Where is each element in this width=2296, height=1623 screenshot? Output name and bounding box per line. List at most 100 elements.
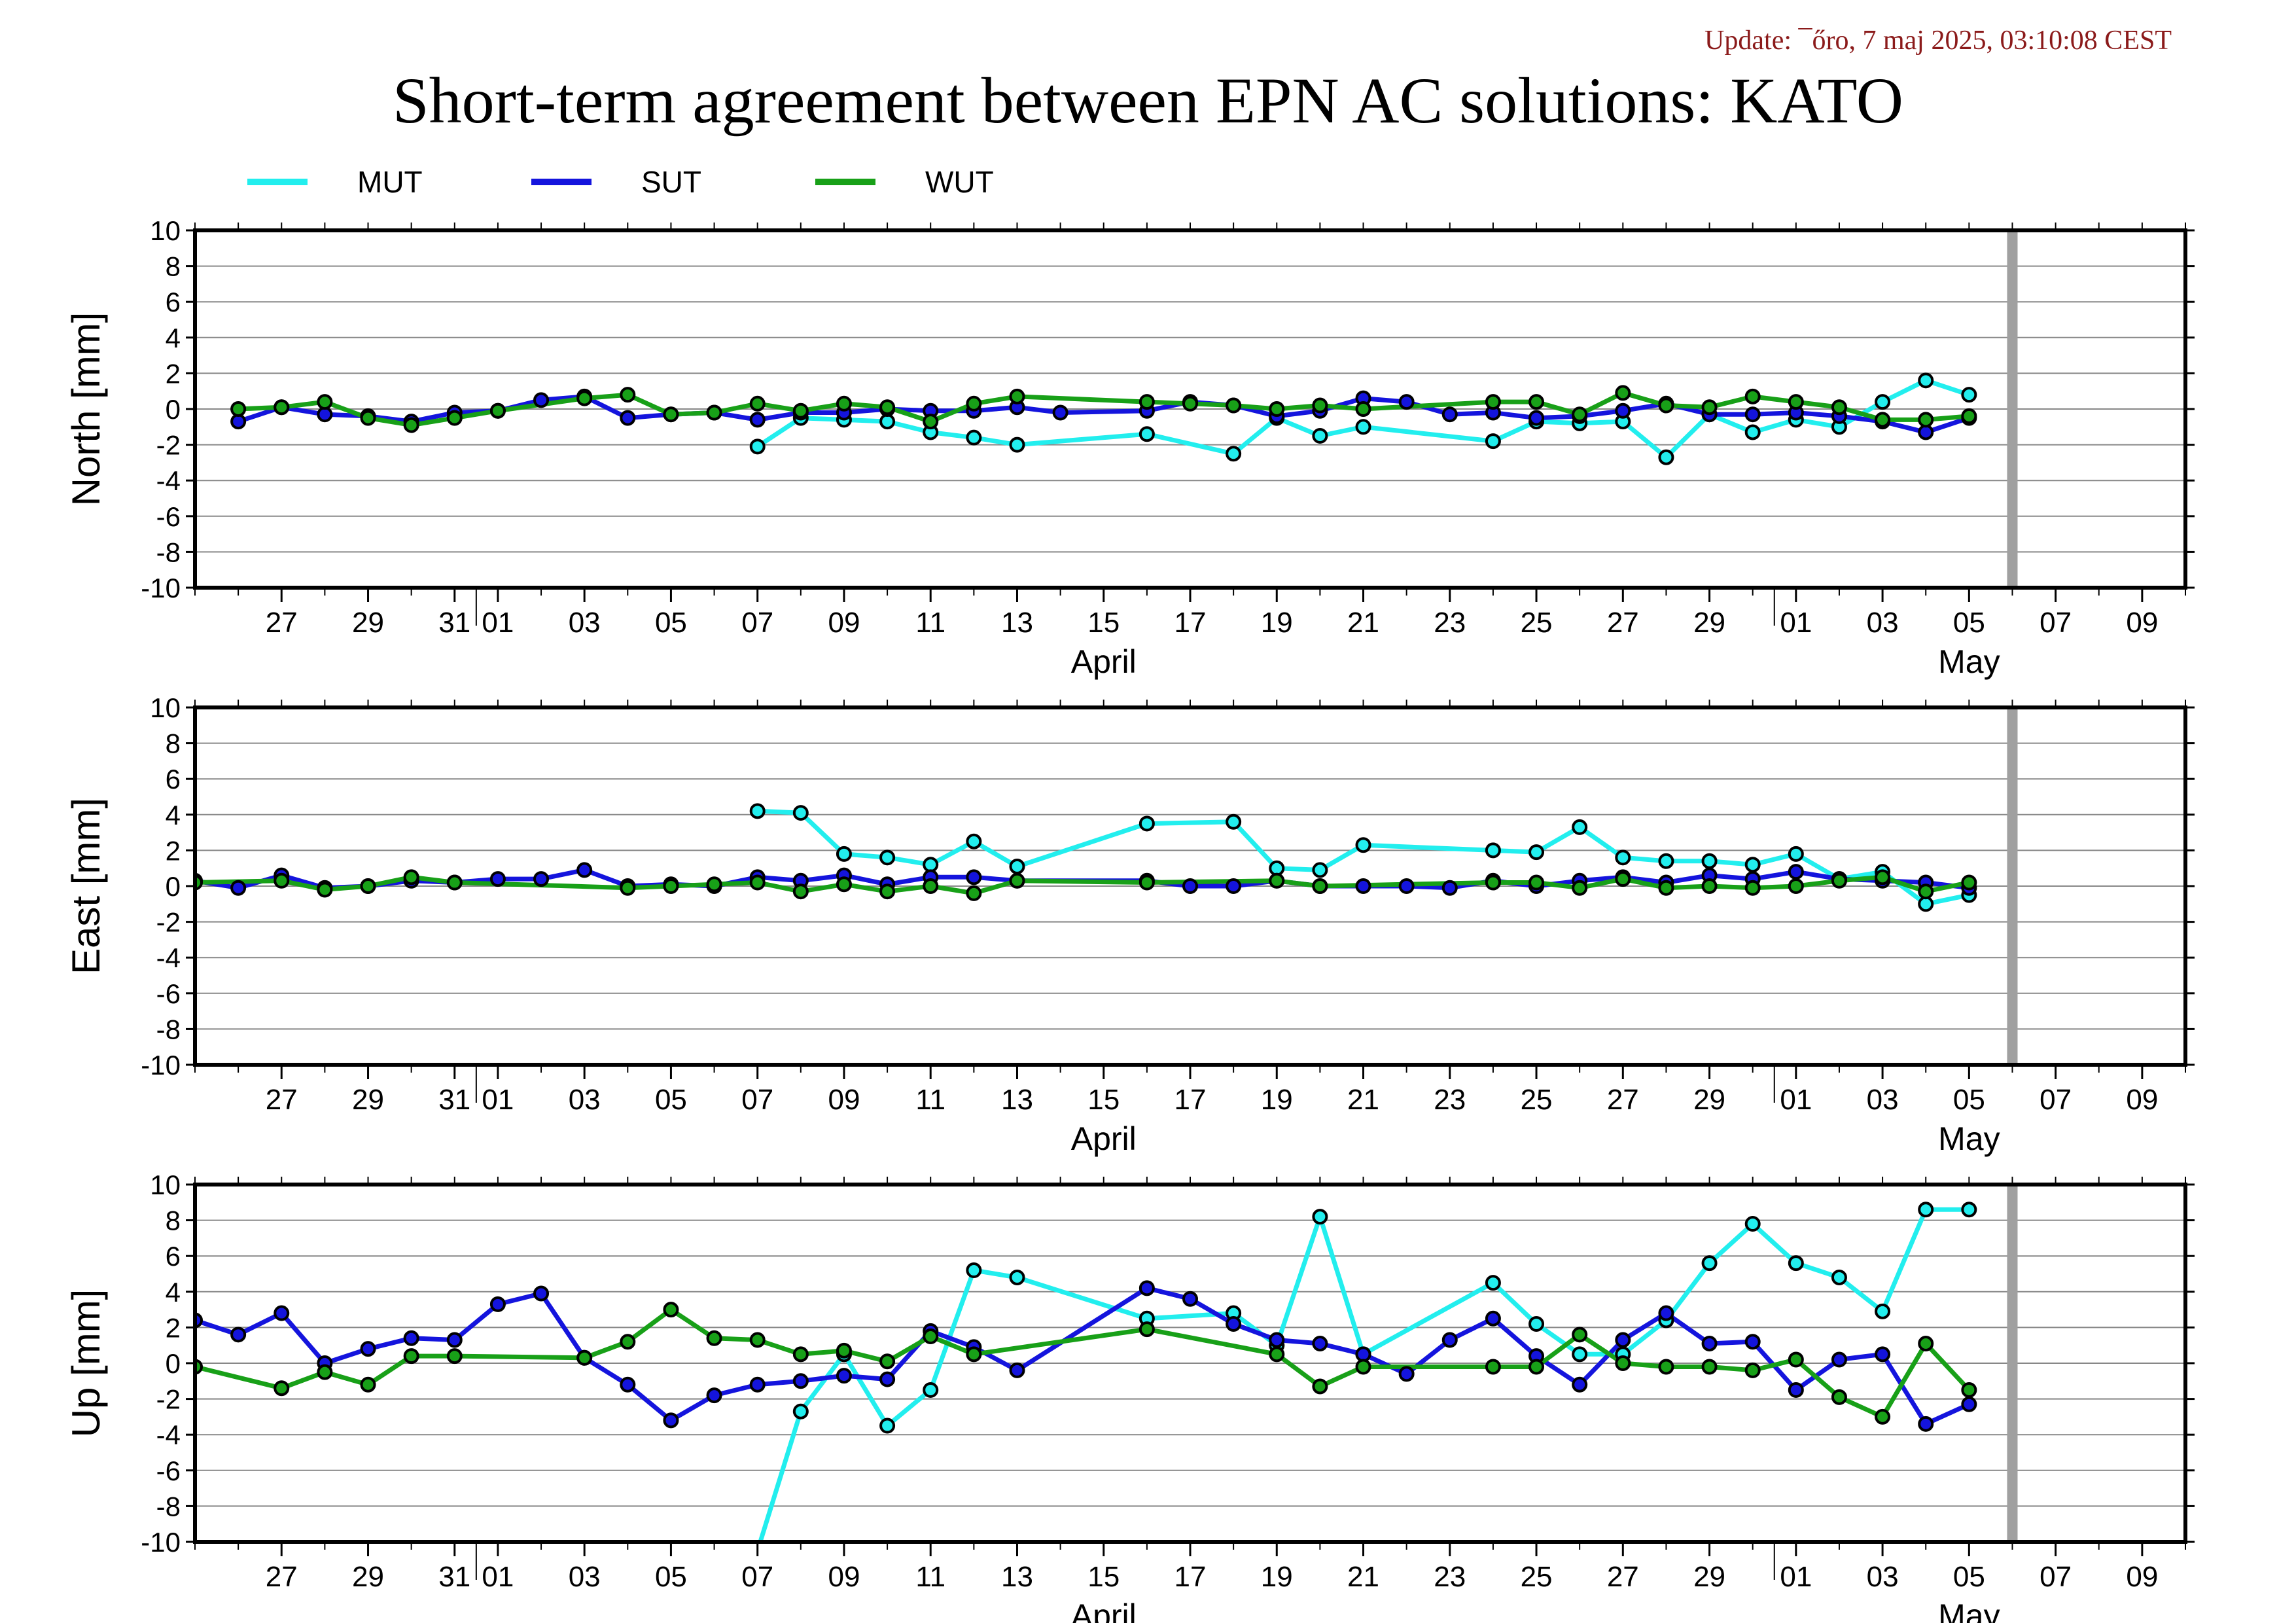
data-point-sut (1961, 1396, 1977, 1412)
data-point-wut (923, 878, 939, 894)
y-tick-label: -10 (141, 573, 181, 603)
x-tick-label: 29 (352, 1561, 384, 1593)
data-point-sut (1528, 410, 1545, 426)
x-tick-label: 31 (438, 607, 470, 639)
data-point-sut (966, 869, 982, 885)
data-point-mut (1744, 857, 1761, 873)
data-point-mut (1875, 1303, 1891, 1319)
x-tick-label: 11 (915, 1084, 945, 1116)
data-point-wut (1572, 406, 1588, 423)
data-point-sut (879, 1371, 896, 1387)
y-tick-label: -8 (156, 537, 181, 567)
x-tick-label: 19 (1261, 1561, 1293, 1593)
x-tick-label: 05 (1953, 1561, 1985, 1593)
y-tick-label: -4 (156, 465, 181, 496)
data-point-wut (1139, 394, 1155, 410)
series-line-sut (195, 1285, 1970, 1427)
data-point-wut (576, 390, 593, 406)
chart-title: Short-term agreement between EPN AC solu… (393, 64, 1903, 137)
x-tick-label: 17 (1174, 1561, 1207, 1593)
data-point-wut (663, 1302, 679, 1318)
data-point-mut (1788, 846, 1804, 862)
data-point-wut (360, 410, 376, 426)
data-point-mut (1961, 1202, 1977, 1218)
data-point-mut (836, 846, 852, 862)
data-point-wut (403, 1348, 419, 1364)
x-tick-label: 07 (2040, 1561, 2072, 1593)
data-point-wut (360, 878, 376, 894)
y-tick-label: -10 (141, 1527, 181, 1558)
data-point-wut (1572, 880, 1588, 896)
x-tick-label: 05 (655, 607, 687, 639)
data-point-mut (923, 857, 939, 873)
x-tick-label: 05 (655, 1561, 687, 1593)
x-tick-label: 15 (1087, 1561, 1120, 1593)
data-point-wut (1875, 869, 1891, 885)
today-marker (2007, 707, 2018, 1065)
data-point-wut (1528, 1359, 1545, 1375)
x-tick-label: 01 (482, 607, 514, 639)
data-point-mut (1701, 853, 1718, 869)
data-point-sut (749, 412, 766, 428)
data-point-sut (1788, 864, 1804, 880)
data-point-wut (663, 406, 679, 423)
x-tick-label: 19 (1261, 607, 1293, 639)
data-point-mut (1528, 1315, 1545, 1332)
y-tick-label: -6 (156, 501, 181, 532)
y-tick-label: -8 (156, 1014, 181, 1044)
x-tick-label: 29 (352, 1084, 384, 1116)
data-point-mut (966, 1262, 982, 1279)
data-point-wut (1918, 412, 1934, 428)
data-point-wut (966, 1346, 982, 1363)
data-point-sut (1182, 878, 1198, 894)
data-point-wut (620, 880, 636, 896)
today-marker (2007, 1185, 2018, 1542)
x-tick-label: 03 (569, 607, 601, 639)
plot-frame (193, 228, 2187, 590)
data-point-mut (749, 803, 766, 819)
x-tick-label: 23 (1434, 1084, 1466, 1116)
data-point-mut (1831, 1269, 1847, 1285)
data-point-wut (1269, 872, 1285, 889)
data-point-wut (1615, 1355, 1631, 1371)
panel-1: 10 8 6 4 2 0 -2 -4 -6 -8 -10 27 29 31 01 03 05 07 09 11 13 15… (64, 692, 2195, 1157)
data-point-sut (1052, 404, 1069, 421)
data-point-mut (879, 1418, 896, 1434)
data-point-wut (446, 1348, 463, 1364)
y-tick-label: -2 (156, 1384, 181, 1415)
data-point-wut (620, 1334, 636, 1350)
data-point-wut (836, 876, 852, 893)
data-point-wut (1788, 878, 1804, 894)
x-tick-label: 03 (1867, 607, 1899, 639)
data-point-wut (836, 395, 852, 412)
x-tick-label: 11 (915, 1561, 945, 1593)
data-point-sut (1355, 878, 1371, 894)
data-point-wut (1701, 1359, 1718, 1375)
data-point-mut (1961, 387, 1977, 403)
data-point-sut (1312, 1335, 1328, 1351)
x-tick-label: 15 (1087, 1084, 1120, 1116)
data-point-sut (1398, 878, 1415, 894)
data-point-sut (317, 406, 333, 423)
data-point-mut (1355, 419, 1371, 435)
data-point-mut (792, 805, 809, 821)
x-tick-label: 03 (1867, 1084, 1899, 1116)
y-tick-label: 4 (166, 1277, 181, 1308)
data-point-wut (1139, 1321, 1155, 1338)
data-point-sut (230, 880, 247, 896)
data-point-wut (1744, 388, 1761, 404)
data-point-wut (446, 874, 463, 891)
data-point-sut (1441, 406, 1458, 423)
x-tick-label: 19 (1261, 1084, 1293, 1116)
x-tick-label: 31 (438, 1084, 470, 1116)
x-tick-label: 07 (741, 1084, 773, 1116)
x-tick-label: 01 (482, 1561, 514, 1593)
data-point-wut (1615, 871, 1631, 887)
data-point-sut (706, 1387, 722, 1404)
data-point-sut (1615, 402, 1631, 419)
data-point-sut (1226, 1315, 1242, 1332)
x-tick-label: 05 (1953, 1084, 1985, 1116)
data-point-sut (1441, 880, 1458, 896)
data-point-sut (1918, 424, 1934, 440)
